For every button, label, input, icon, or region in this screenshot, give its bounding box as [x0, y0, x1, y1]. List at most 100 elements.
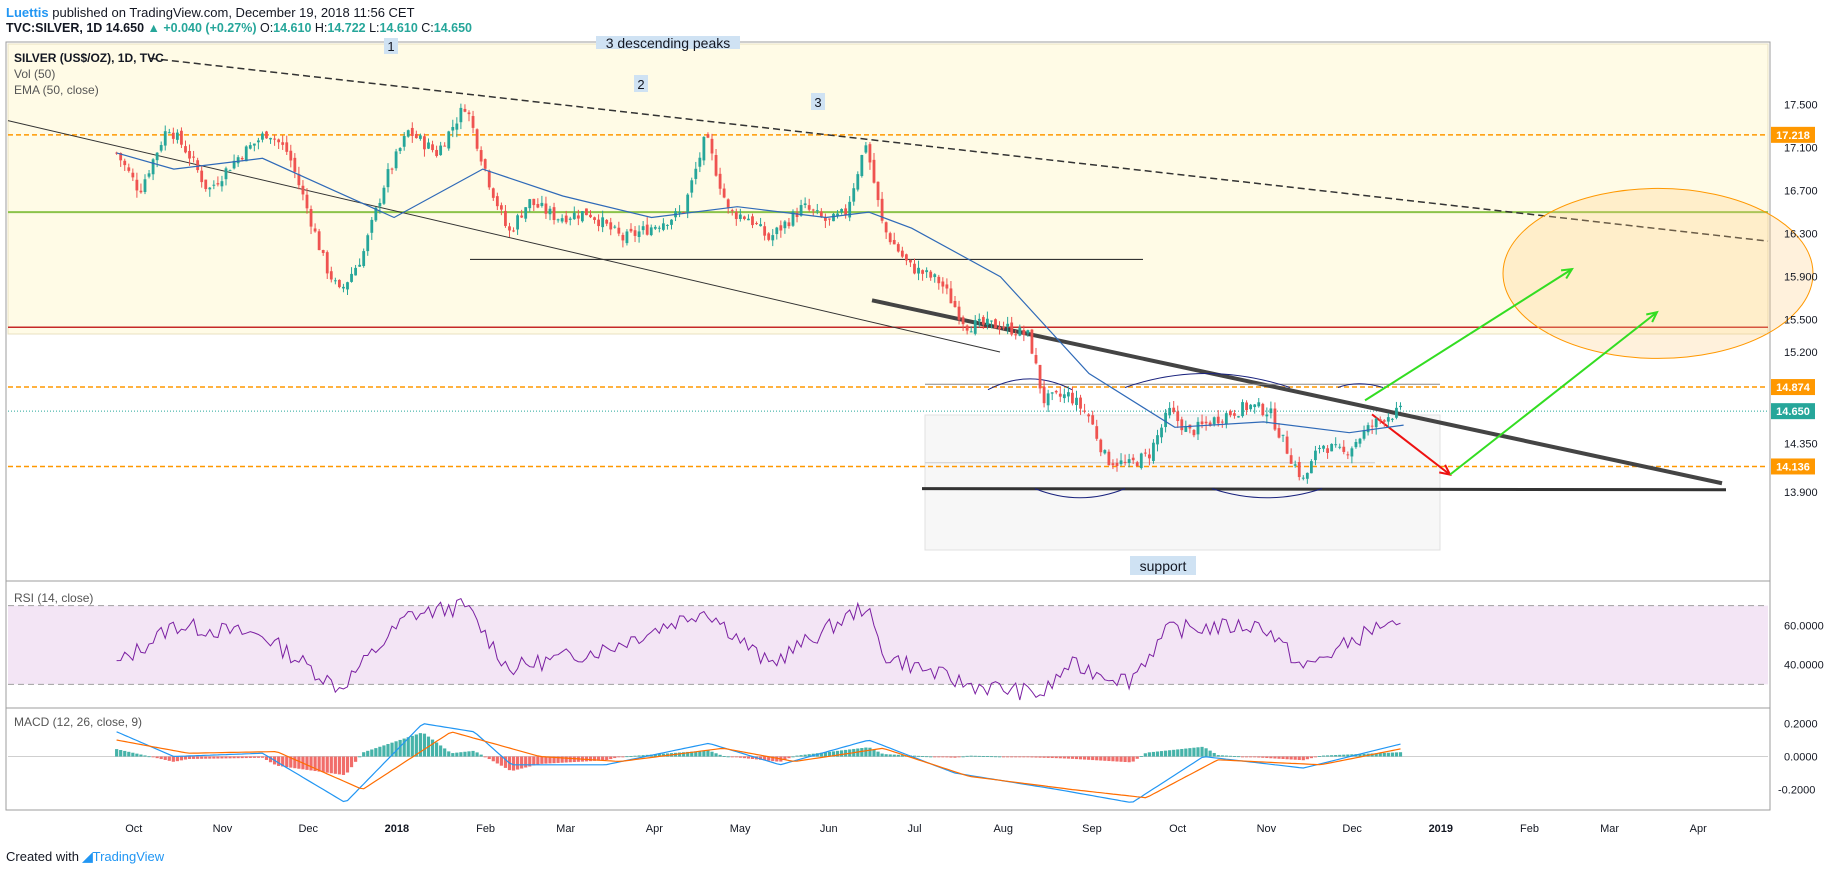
- candle-body: [888, 233, 892, 243]
- macd-histogram-bar: [175, 756, 179, 762]
- macd-histogram-bar: [1261, 756, 1265, 758]
- candle-body: [1168, 407, 1172, 416]
- candle-body: [572, 212, 576, 220]
- candle-body: [892, 239, 896, 245]
- time-tick-label: Mar: [1600, 823, 1619, 835]
- candle-body: [568, 218, 572, 220]
- candle-body: [706, 134, 710, 138]
- bullish-arrow: [1449, 311, 1658, 476]
- macd-histogram-bar: [1220, 755, 1224, 757]
- macd-histogram-bar: [281, 756, 285, 767]
- candle-body: [1245, 402, 1248, 411]
- macd-histogram-bar: [884, 754, 888, 757]
- time-tick-label: 2019: [1429, 823, 1453, 835]
- candle-body: [1253, 404, 1257, 408]
- macd-histogram-bar: [155, 756, 159, 759]
- macd-histogram-bar: [953, 756, 957, 758]
- candle-body: [1289, 455, 1293, 464]
- macd-histogram-bar: [297, 756, 301, 769]
- candle-body: [337, 279, 341, 288]
- time-tick-label: Feb: [1520, 823, 1539, 835]
- tradingview-logo-icon: ◢: [82, 849, 93, 864]
- macd-histogram-bar: [386, 744, 390, 757]
- candle-body: [686, 194, 690, 213]
- macd-histogram-bar: [515, 756, 520, 770]
- macd-histogram-bar: [479, 754, 483, 757]
- macd-histogram-bar: [268, 756, 273, 763]
- peak-label-3-bg: [811, 93, 825, 110]
- macd-histogram-bar: [1131, 756, 1135, 762]
- candle-body: [1062, 394, 1066, 399]
- macd-tick-label: -0.2000: [1778, 785, 1815, 797]
- macd-histogram-bar: [690, 751, 694, 757]
- price-tick-label: 15.200: [1784, 347, 1818, 359]
- macd-histogram-bar: [1001, 756, 1006, 758]
- candle-body: [342, 286, 345, 289]
- publish-info: published on TradingView.com, December 1…: [48, 5, 415, 20]
- candle-body: [832, 213, 835, 222]
- macd-histogram-bar: [362, 752, 366, 757]
- time-tick-label: 2018: [385, 823, 409, 835]
- candle-body: [1018, 327, 1022, 336]
- price-tick-label: 16.700: [1784, 186, 1818, 198]
- support-text: support: [1140, 558, 1187, 574]
- macd-histogram-bar: [402, 738, 406, 757]
- candle-body: [1233, 413, 1236, 416]
- candle-body: [771, 235, 775, 241]
- candle-body: [649, 227, 653, 236]
- candle-body: [317, 231, 321, 251]
- candle-body: [467, 112, 471, 115]
- macd-histogram-bar: [398, 739, 402, 757]
- candle-body: [1220, 421, 1224, 423]
- macd-histogram-bar: [528, 756, 532, 767]
- macd-histogram-bar: [568, 756, 572, 763]
- macd-histogram-bar: [183, 756, 188, 760]
- candle-body: [921, 270, 924, 274]
- candle-body: [994, 319, 997, 329]
- macd-histogram-bar: [1099, 756, 1103, 761]
- macd-histogram-bar: [807, 754, 811, 757]
- bullish-arrow-head: [1646, 310, 1659, 323]
- candle-body: [896, 244, 900, 252]
- low-label: L:: [369, 21, 380, 35]
- candle-body: [811, 209, 815, 211]
- candle-body: [410, 127, 414, 136]
- macd-histogram-bar: [1026, 756, 1030, 758]
- macd-histogram-bar: [228, 756, 232, 759]
- tradingview-link[interactable]: TradingView: [92, 849, 165, 864]
- macd-histogram-bar: [791, 756, 795, 758]
- candle-body: [1054, 390, 1058, 393]
- macd-histogram-bar: [1362, 753, 1366, 757]
- candle-body: [977, 318, 981, 321]
- candle-body: [617, 227, 621, 234]
- price-tick-label: 16.300: [1784, 229, 1818, 241]
- macd-histogram-bar: [1253, 756, 1257, 758]
- candle-body: [629, 228, 633, 232]
- price-tick-label: 14.350: [1784, 438, 1818, 450]
- candle-body: [1204, 421, 1208, 424]
- macd-histogram-bar: [937, 756, 941, 758]
- time-tick-label: Aug: [993, 823, 1013, 835]
- candle-body: [1269, 408, 1273, 414]
- candle-body: [722, 188, 726, 198]
- candle-body: [1330, 443, 1334, 452]
- open-label: O:: [259, 21, 274, 35]
- candle-body: [1083, 410, 1086, 412]
- candle-body: [973, 320, 977, 334]
- candle-body: [1079, 397, 1082, 409]
- candle-body: [1075, 397, 1078, 406]
- macd-histogram-bar: [430, 739, 435, 757]
- ohlc-line: TVC:SILVER, 1D 14.650 ▲ +0.040 (+0.27%) …: [6, 21, 472, 35]
- macd-histogram-bar: [467, 751, 471, 757]
- macd-histogram-bar: [722, 756, 726, 757]
- macd-histogram-bar: [1297, 756, 1301, 760]
- candle-body: [803, 203, 807, 206]
- macd-histogram-bar: [1228, 755, 1232, 757]
- candle-body: [1358, 438, 1362, 444]
- time-tick-label: Oct: [1169, 823, 1186, 835]
- macd-histogram-bar: [1180, 748, 1184, 757]
- candle-body: [864, 145, 868, 153]
- candle-body: [985, 318, 989, 325]
- author-link[interactable]: Luettis: [6, 5, 49, 20]
